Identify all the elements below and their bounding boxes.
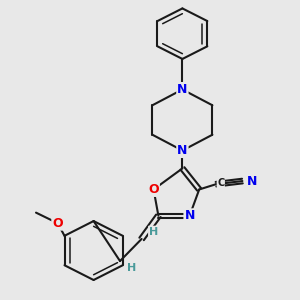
Text: H: H bbox=[128, 263, 136, 273]
Text: N: N bbox=[177, 144, 188, 157]
Text: N: N bbox=[184, 209, 195, 222]
Text: O: O bbox=[52, 217, 63, 230]
Text: N: N bbox=[177, 83, 188, 96]
Text: C: C bbox=[217, 178, 224, 188]
Text: H: H bbox=[149, 226, 158, 237]
Text: O: O bbox=[148, 183, 159, 196]
Text: N: N bbox=[247, 175, 257, 188]
